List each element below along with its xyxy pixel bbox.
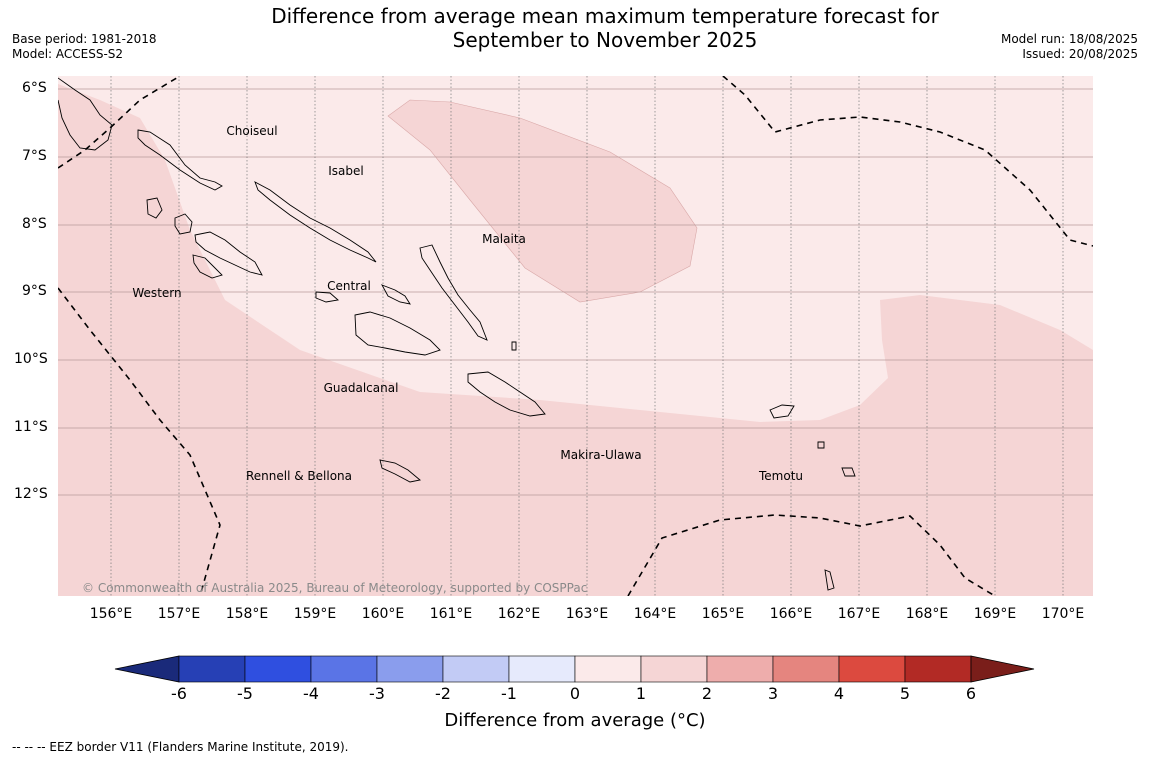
colorbar-title: Difference from average (°C) <box>444 710 706 731</box>
region-label-central: Central <box>327 279 371 293</box>
colorbar-tick-label: -3 <box>369 684 385 703</box>
colorbar-segment <box>310 655 378 683</box>
lon-label: 165°E <box>701 606 745 622</box>
region-label-malaita: Malaita <box>482 232 526 246</box>
region-label-western: Western <box>132 286 181 300</box>
longitude-gridlines <box>110 76 1064 596</box>
chart-title: Difference from average mean maximum tem… <box>180 4 1030 52</box>
lat-label: 7°S <box>22 148 47 164</box>
lat-label: 8°S <box>22 216 47 232</box>
model-name: Model: ACCESS-S2 <box>12 47 124 61</box>
colorbar-segment <box>640 655 708 683</box>
title-line-2: September to November 2025 <box>452 28 758 52</box>
colorbar-segment <box>244 655 312 683</box>
colorbar-extend-high <box>970 655 1035 683</box>
latitude-gridlines <box>58 88 1093 496</box>
region-label-guadalcanal: Guadalcanal <box>324 381 399 395</box>
lon-label: 168°E <box>905 606 949 622</box>
lat-label: 9°S <box>22 283 47 299</box>
lon-label: 157°E <box>157 606 201 622</box>
region-label-makira-ulawa: Makira-Ulawa <box>560 448 641 462</box>
colorbar-segment <box>442 655 510 683</box>
lon-label: 166°E <box>769 606 813 622</box>
colorbar-segment <box>838 655 906 683</box>
lon-label: 163°E <box>565 606 609 622</box>
coastlines <box>58 77 856 591</box>
eez-footnote: -- -- -- EEZ border V11 (Flanders Marine… <box>12 740 349 754</box>
title-line-1: Difference from average mean maximum tem… <box>271 4 939 28</box>
colorbar-segment <box>508 655 576 683</box>
issued-date: Issued: 20/08/2025 <box>1022 47 1138 61</box>
colorbar-tick-label: -1 <box>501 684 517 703</box>
base-period: Base period: 1981-2018 <box>12 32 157 46</box>
colorbar-tick-label: -4 <box>303 684 319 703</box>
lon-label: 159°E <box>293 606 337 622</box>
lon-label: 160°E <box>361 606 405 622</box>
meta-right: Model run: 18/08/2025 Issued: 20/08/2025 <box>1001 32 1138 62</box>
colorbar-segment <box>178 655 246 683</box>
region-label-rennell-bellona: Rennell & Bellona <box>246 469 352 483</box>
colorbar-segment <box>772 655 840 683</box>
colorbar-tick-label: 0 <box>569 684 581 703</box>
colorbar-tick-label: -6 <box>171 684 187 703</box>
lon-label: 158°E <box>225 606 269 622</box>
lat-label: 6°S <box>22 80 47 96</box>
eez-border <box>58 76 1093 596</box>
colorbar-tick-label: 3 <box>767 684 779 703</box>
colorbar-segment <box>574 655 642 683</box>
region-label-choiseul: Choiseul <box>226 124 277 138</box>
meta-left: Base period: 1981-2018 Model: ACCESS-S2 <box>12 32 157 62</box>
colorbar-tick-label: 1 <box>635 684 647 703</box>
colorbar-tick-label: -5 <box>237 684 253 703</box>
lon-label: 161°E <box>429 606 473 622</box>
colorbar-tick-label: 4 <box>833 684 845 703</box>
colorbar-tick-label: 2 <box>701 684 713 703</box>
region-label-temotu: Temotu <box>758 469 803 483</box>
lon-label: 167°E <box>837 606 881 622</box>
colorbar-tick-label: 6 <box>965 684 977 703</box>
colorbar-segment <box>376 655 444 683</box>
model-run: Model run: 18/08/2025 <box>1000 32 1138 46</box>
lon-label: 170°E <box>1041 606 1085 622</box>
lon-label: 156°E <box>89 606 133 622</box>
region-label-isabel: Isabel <box>328 164 363 178</box>
colorbar <box>114 655 1035 683</box>
colorbar-extend-low <box>114 655 180 683</box>
lon-label: 162°E <box>497 606 541 622</box>
lat-label: 11°S <box>14 419 48 435</box>
copyright-notice: © Commonwealth of Australia 2025, Bureau… <box>82 581 587 595</box>
lon-label: 169°E <box>973 606 1017 622</box>
colorbar-tick-label: 5 <box>899 684 911 703</box>
lat-label: 10°S <box>14 351 48 367</box>
lon-label: 164°E <box>633 606 677 622</box>
colorbar-segment <box>706 655 774 683</box>
colorbar-segment <box>904 655 972 683</box>
colorbar-tick-label: -2 <box>435 684 451 703</box>
anomaly-1-2-blob <box>387 99 698 303</box>
lat-label: 12°S <box>14 486 48 502</box>
